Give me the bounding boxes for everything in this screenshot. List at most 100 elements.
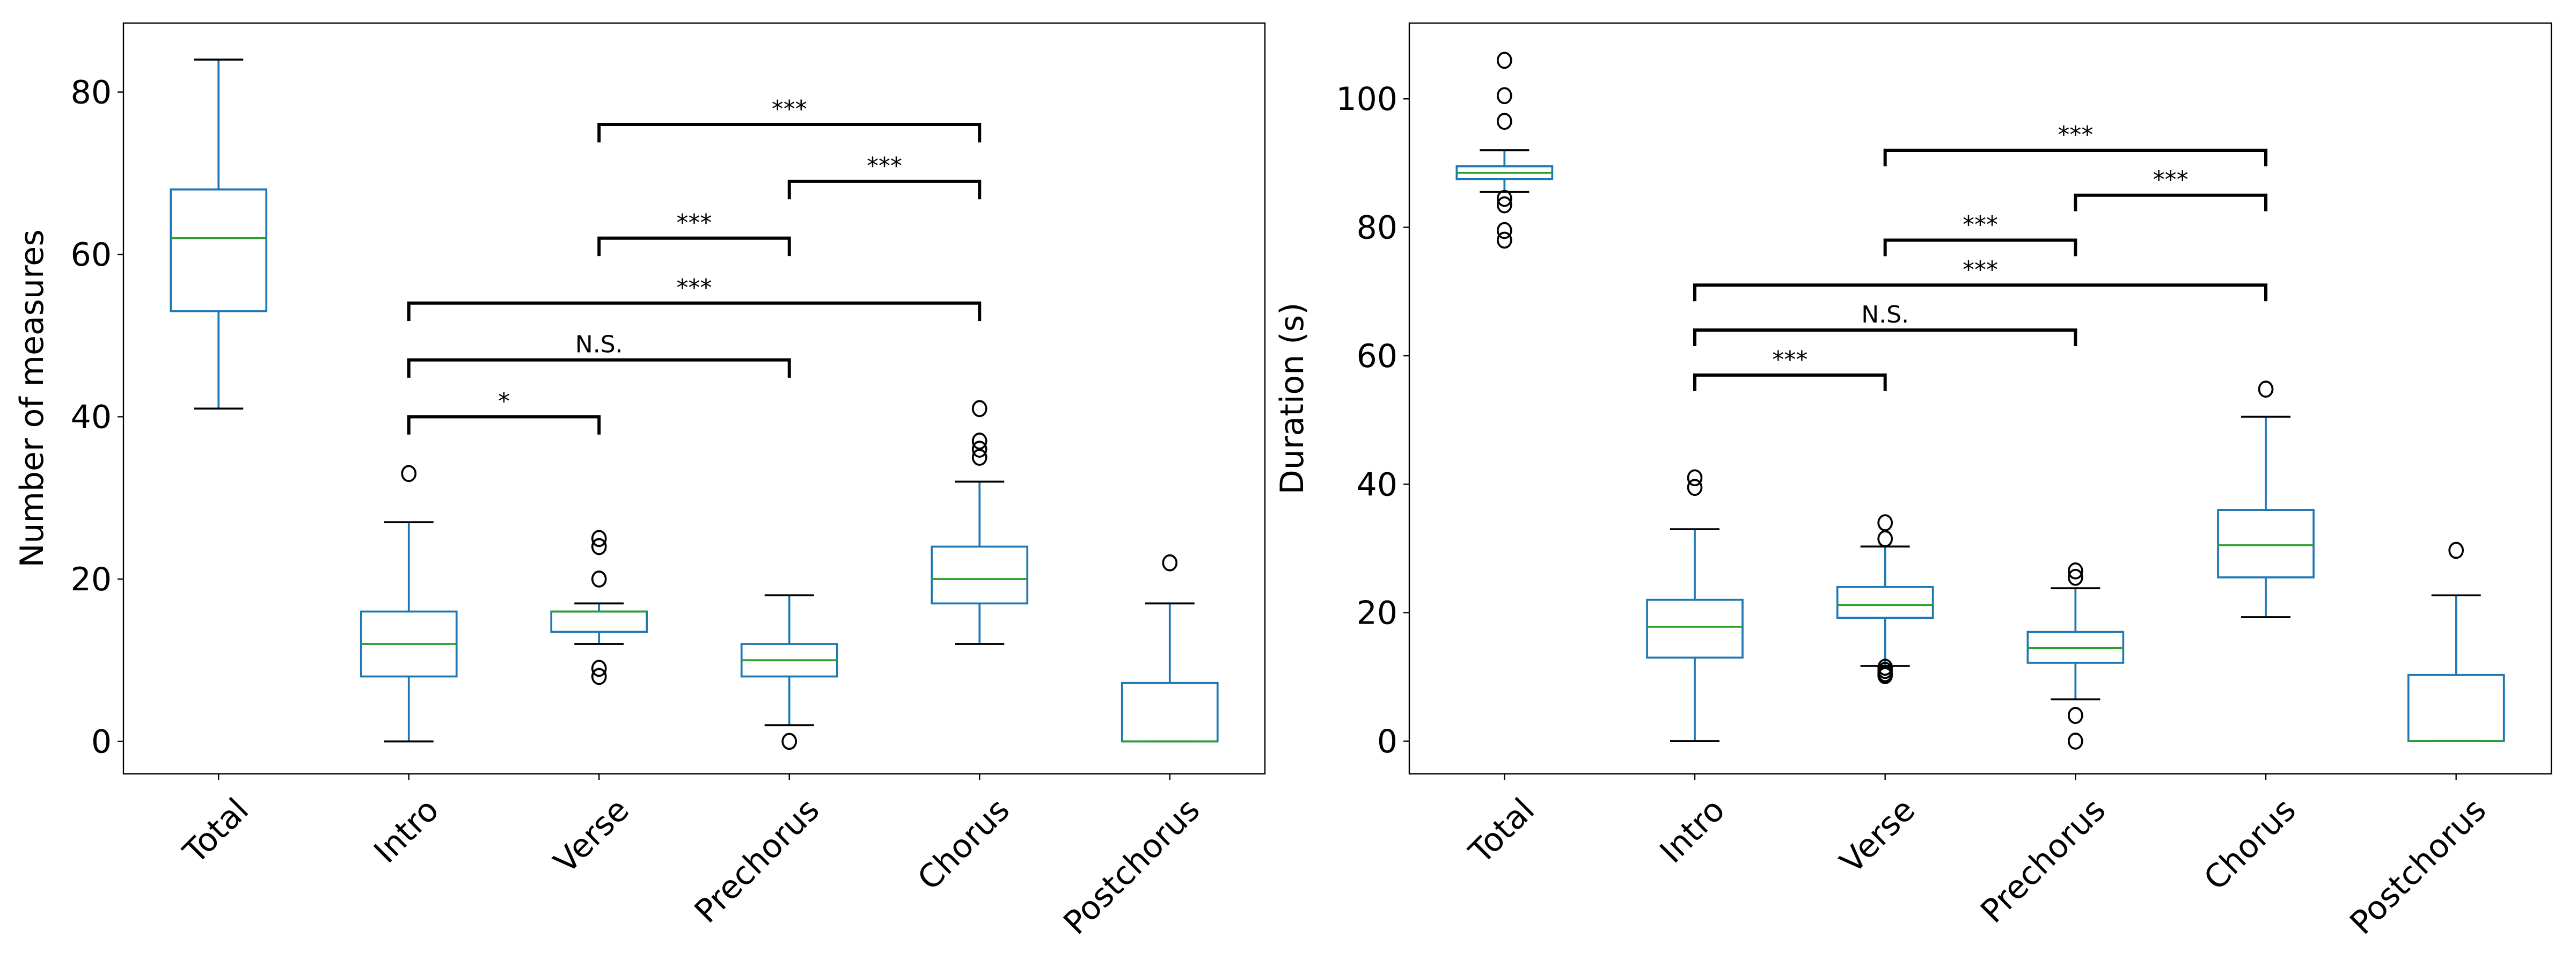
y-tick-label: 0	[91, 723, 112, 761]
x-tick-label: Prechorus	[687, 791, 827, 931]
box-postchorus	[1121, 554, 1219, 743]
significance-label: ***	[677, 209, 712, 237]
significance-bracket: ***	[787, 152, 982, 200]
outlier-point	[1496, 196, 1512, 214]
bracket-line	[1693, 283, 2267, 302]
significance-bracket: ***	[407, 274, 982, 321]
bracket-line	[787, 179, 982, 200]
significance-bracket: *	[407, 388, 601, 435]
outlier-point	[971, 449, 987, 466]
y-axis-label: Duration (s)	[1274, 303, 1311, 495]
bracket-line	[1693, 373, 1887, 391]
bracket-line	[1883, 238, 2077, 257]
x-tick-label: Postchorus	[2343, 791, 2494, 942]
outlier-point	[2067, 707, 2083, 724]
outlier-point	[1496, 52, 1512, 69]
x-tick-label: Postchorus	[1057, 791, 1208, 942]
bracket-line	[407, 415, 601, 435]
chart-panel-1: 0 20 40 60 80 Number of measures Total Intro Ver…	[13, 22, 1266, 942]
outlier-point	[2448, 541, 2464, 559]
significance-label: ***	[772, 96, 807, 123]
box-prechorus	[2026, 562, 2125, 750]
outlier-point	[971, 441, 987, 458]
bracket-line	[407, 358, 791, 378]
significance-bracket: ***	[2074, 166, 2267, 211]
bracket-line	[597, 123, 982, 143]
outlier-point	[1496, 189, 1512, 207]
axes-frame	[1408, 22, 2552, 775]
iqr-box	[1646, 598, 1744, 659]
box-chorus	[2217, 380, 2315, 618]
outlier-point	[591, 530, 607, 547]
y-tick-label: 40	[1357, 466, 1397, 503]
iqr-box	[1836, 586, 1934, 619]
y-tick-label: 40	[71, 399, 112, 436]
iqr-box	[1121, 682, 1219, 743]
outlier-point	[1687, 479, 1703, 496]
significance-label: ***	[2153, 166, 2189, 194]
iqr-box	[550, 610, 648, 633]
outlier-point	[1496, 87, 1512, 105]
box-postchorus	[2407, 541, 2505, 742]
y-axis-label: Number of measures	[13, 230, 51, 568]
outlier-point	[1877, 514, 1893, 531]
bracket-line	[407, 301, 982, 321]
x-tick-label: Total	[1462, 791, 1542, 871]
significance-label: ***	[1772, 346, 1807, 374]
y-tick-label: 80	[1357, 209, 1397, 247]
x-tick-label: Verse	[547, 791, 636, 881]
outlier-point	[591, 570, 607, 588]
x-tick-label: Total	[176, 791, 256, 871]
iqr-box	[170, 188, 268, 312]
iqr-box	[931, 545, 1029, 605]
bracket-line	[2074, 193, 2267, 211]
outlier-point	[1496, 113, 1512, 130]
outlier-point	[971, 400, 987, 418]
significance-label: ***	[1963, 256, 1998, 283]
outlier-point	[781, 733, 797, 750]
y-tick-label: 20	[1357, 595, 1397, 632]
y-tick-label: 80	[71, 74, 112, 112]
x-tick-label: Chorus	[2197, 791, 2303, 897]
bracket-line	[597, 236, 791, 257]
x-tick-label: Intro	[367, 791, 446, 870]
outlier-point	[1496, 231, 1512, 249]
outlier-point	[591, 538, 607, 555]
y-tick-label: 60	[71, 236, 112, 274]
y-tick-label: 60	[1357, 338, 1397, 375]
significance-bracket: ***	[1883, 121, 2267, 166]
box-intro	[1646, 469, 1744, 742]
significance-label: ***	[1963, 211, 1998, 239]
significance-bracket: ***	[1693, 256, 2267, 302]
box-chorus	[931, 400, 1029, 645]
outlier-point	[1687, 469, 1703, 487]
significance-label: ***	[867, 152, 902, 180]
significance-label: ***	[677, 274, 712, 302]
outlier-point	[2067, 568, 2083, 586]
significance-bracket: N.S.	[1693, 301, 2077, 346]
box-verse	[1836, 514, 1934, 684]
outlier-point	[591, 668, 607, 685]
outlier-point	[401, 465, 417, 482]
significance-bracket: ***	[1693, 346, 1887, 391]
y-tick-label: 20	[71, 561, 112, 598]
significance-bracket: N.S.	[407, 331, 791, 378]
box-verse	[550, 530, 648, 685]
outlier-point	[2258, 380, 2274, 398]
bracket-line	[1883, 148, 2267, 166]
y-tick-label: 0	[1377, 723, 1397, 760]
x-tick-label: Verse	[1833, 791, 1922, 881]
significance-label: N.S.	[575, 331, 623, 358]
x-tick-label: Prechorus	[1973, 791, 2113, 931]
outlier-point	[1162, 554, 1178, 572]
significance-bracket: ***	[597, 209, 791, 257]
box-total	[170, 58, 268, 410]
y-tick-label: 100	[1336, 80, 1397, 118]
outlier-point	[1877, 530, 1893, 547]
iqr-box	[2217, 509, 2315, 579]
box-intro	[360, 465, 458, 743]
significance-label: N.S.	[1861, 301, 1909, 328]
box-total	[1455, 52, 1554, 249]
outlier-point	[1496, 222, 1512, 239]
